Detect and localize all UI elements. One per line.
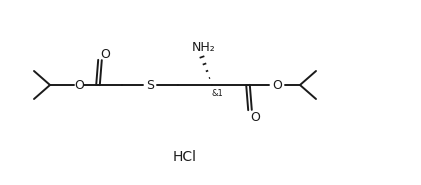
- Text: O: O: [74, 78, 84, 92]
- Text: NH₂: NH₂: [192, 41, 216, 53]
- Text: &1: &1: [211, 88, 223, 97]
- Text: S: S: [146, 78, 154, 92]
- Text: O: O: [272, 78, 282, 92]
- Text: HCl: HCl: [173, 150, 197, 164]
- Text: O: O: [100, 48, 110, 60]
- Text: O: O: [250, 110, 260, 124]
